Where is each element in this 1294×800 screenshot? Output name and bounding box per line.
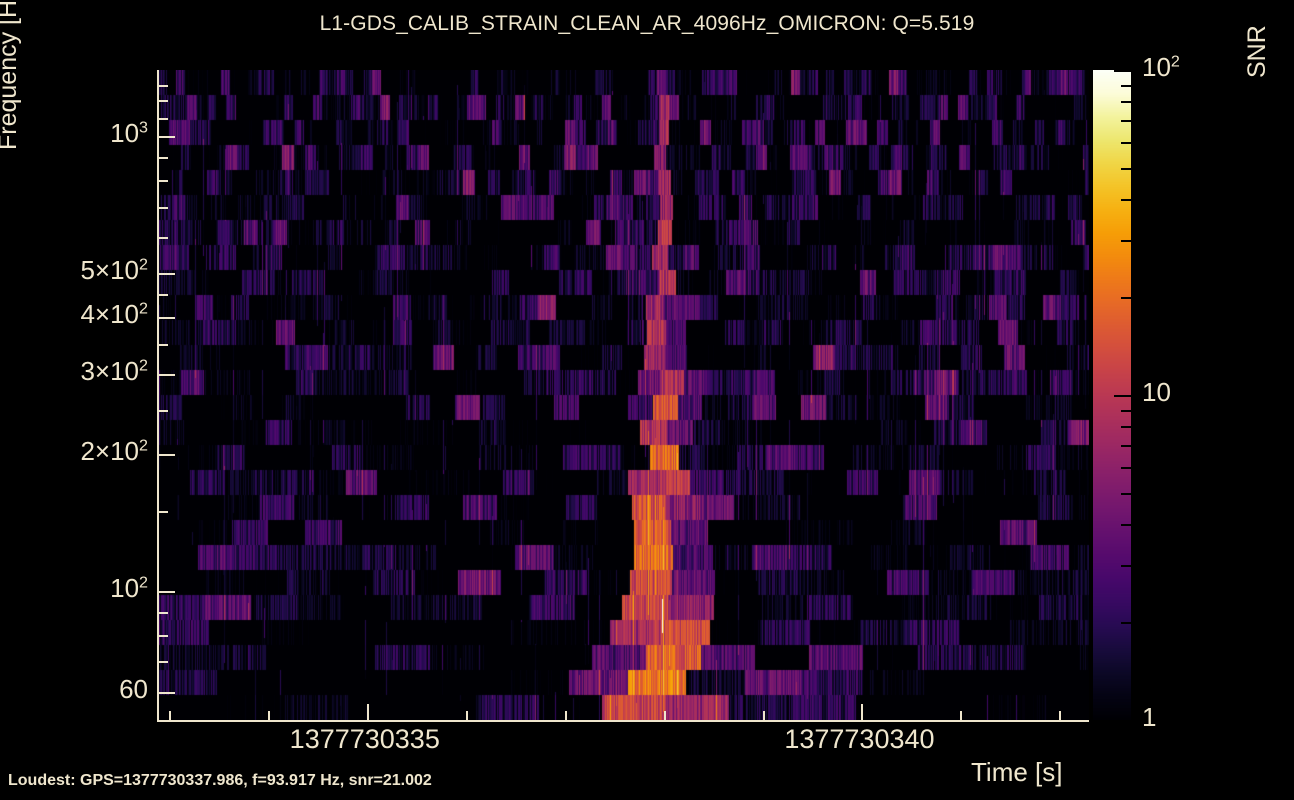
y-axis-minor-tick <box>158 634 168 637</box>
colorbar-minor-tick <box>1121 524 1131 527</box>
y-axis-minor-tick <box>158 661 168 664</box>
x-axis-minor-tick <box>168 711 171 721</box>
colorbar-major-tick <box>1114 395 1131 397</box>
colorbar-major-tick <box>1114 70 1131 72</box>
page-title: L1-GDS_CALIB_STRAIN_CLEAN_AR_4096Hz_OMIC… <box>319 12 975 35</box>
colorbar-tick-label: 102 <box>1142 52 1180 82</box>
y-axis-tick-label: 60 <box>119 673 148 704</box>
colorbar-minor-tick <box>1121 101 1131 104</box>
colorbar-minor-tick <box>1121 426 1131 429</box>
x-axis-minor-tick <box>663 711 666 721</box>
y-axis-minor-tick <box>158 206 168 209</box>
colorbar-minor-tick <box>1121 297 1131 300</box>
colorbar-tick-label: 1 <box>1142 702 1157 732</box>
colorbar-minor-tick <box>1121 84 1131 87</box>
colorbar-minor-tick <box>1121 120 1131 123</box>
y-axis-tick-label: 103 <box>110 118 148 149</box>
y-axis-minor-tick <box>158 117 168 120</box>
y-axis-title: Frequency [Hz] <box>0 0 22 150</box>
x-axis-minor-tick <box>1059 711 1062 721</box>
y-axis-minor-tick <box>158 410 168 413</box>
y-axis-major-tick <box>158 454 175 457</box>
x-axis-tick-label: 1377730335 <box>289 724 440 754</box>
colorbar-minor-tick <box>1121 467 1131 470</box>
x-axis-minor-tick <box>960 711 963 721</box>
y-axis-minor-tick <box>158 100 168 103</box>
y-axis-tick-label: 4×102 <box>80 299 148 330</box>
colorbar-major-tick <box>1114 720 1131 722</box>
colorbar-minor-tick <box>1121 142 1131 145</box>
y-axis-minor-tick <box>158 510 168 513</box>
y-axis-tick-label: 5×102 <box>80 255 148 286</box>
y-axis-major-tick <box>158 136 175 139</box>
loudest-event-note: Loudest: GPS=1377730337.986, f=93.917 Hz… <box>8 772 432 789</box>
y-axis-minor-tick <box>158 294 168 297</box>
x-axis-minor-tick <box>762 711 765 721</box>
x-axis-minor-tick <box>564 711 567 721</box>
y-axis-minor-tick <box>158 343 168 346</box>
y-axis-minor-tick <box>158 180 168 183</box>
colorbar-minor-tick <box>1121 199 1131 202</box>
y-axis-labels: Frequency [Hz] 103 5×102 4×102 3×102 2×102 10… <box>0 0 148 730</box>
colorbar <box>1093 70 1131 722</box>
colorbar-minor-tick <box>1121 564 1131 567</box>
colorbar-tick-label: 10 <box>1142 377 1171 407</box>
y-axis-tick-label: 2×102 <box>80 436 148 467</box>
y-axis-major-tick <box>158 374 175 377</box>
colorbar-title: SNR <box>1243 25 1271 78</box>
colorbar-minor-tick <box>1121 239 1131 242</box>
spectrogram-plot-area <box>157 70 1089 722</box>
spectrogram-image <box>159 70 1089 720</box>
x-axis-major-tick <box>366 704 369 721</box>
colorbar-minor-tick <box>1121 492 1131 495</box>
y-axis-major-tick <box>158 273 175 276</box>
colorbar-minor-tick <box>1121 167 1131 170</box>
colorbar-minor-tick <box>1121 622 1131 625</box>
x-axis-title: Time [s] <box>971 757 1063 787</box>
colorbar-minor-tick <box>1121 409 1131 412</box>
y-axis-minor-tick <box>158 237 168 240</box>
y-axis-minor-tick <box>158 84 168 87</box>
x-axis-minor-tick <box>267 711 270 721</box>
y-axis-major-tick <box>158 691 175 694</box>
x-axis-major-tick <box>861 704 864 721</box>
y-axis-minor-tick <box>158 157 168 160</box>
y-axis-tick-label: 3×102 <box>80 356 148 387</box>
y-axis-tick-label: 102 <box>110 572 148 603</box>
y-axis-major-tick <box>158 590 175 593</box>
colorbar-minor-tick <box>1121 445 1131 448</box>
y-axis-major-tick <box>158 317 175 320</box>
y-axis-minor-tick <box>158 611 168 614</box>
x-axis-tick-label: 1377730340 <box>784 724 935 754</box>
x-axis-minor-tick <box>465 711 468 721</box>
